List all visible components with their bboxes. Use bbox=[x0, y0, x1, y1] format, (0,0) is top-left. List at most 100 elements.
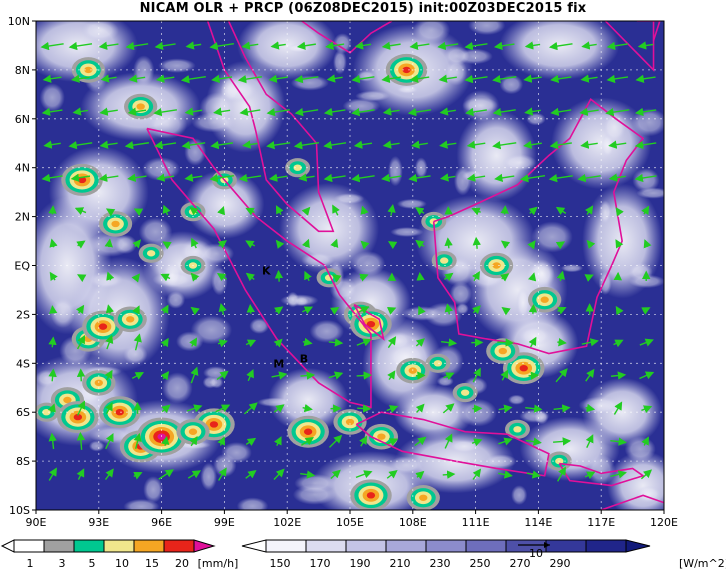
wind-vector bbox=[210, 140, 234, 150]
wind-vector bbox=[105, 433, 114, 450]
olr-cb-segment bbox=[385, 539, 427, 553]
lat-label: 6N bbox=[15, 113, 30, 126]
precip-cb-tick: 15 bbox=[145, 557, 159, 570]
cloud-patch bbox=[602, 111, 627, 143]
wind-vector bbox=[584, 274, 594, 282]
wind-vector bbox=[293, 141, 320, 150]
wind-vector bbox=[190, 272, 200, 282]
precip-cell bbox=[73, 413, 83, 421]
wind-vector bbox=[184, 107, 203, 116]
wind-vector bbox=[191, 237, 199, 249]
wind-vector bbox=[639, 338, 654, 347]
cloud-patch bbox=[390, 227, 424, 237]
wind-vector bbox=[386, 405, 399, 413]
lon-label: 105E bbox=[336, 516, 364, 529]
wind-vector bbox=[300, 470, 316, 479]
wind-vector bbox=[639, 371, 655, 380]
wind-vector bbox=[104, 238, 113, 248]
wind-vector bbox=[443, 372, 455, 381]
wind-vector bbox=[548, 41, 573, 51]
cloud-patch bbox=[162, 261, 182, 288]
olr-cb-segment bbox=[265, 539, 307, 553]
lon-label: 120E bbox=[650, 516, 678, 529]
wind-vector bbox=[606, 74, 629, 84]
wind-vector bbox=[525, 404, 543, 413]
wind-vector bbox=[418, 305, 426, 316]
precip-cell bbox=[540, 296, 549, 303]
wind-vector bbox=[610, 437, 627, 446]
wind-vector bbox=[245, 207, 255, 216]
wind-vector bbox=[580, 140, 598, 149]
wind-vector bbox=[555, 206, 567, 215]
wind-vector bbox=[641, 405, 653, 414]
precip-cb-highend bbox=[193, 539, 216, 553]
wind-vector bbox=[127, 173, 147, 182]
wind-vector bbox=[98, 173, 119, 182]
wind-vector bbox=[407, 107, 432, 117]
wind-vector bbox=[106, 271, 115, 281]
cloud-patch bbox=[123, 498, 160, 510]
wind-vector bbox=[381, 74, 402, 83]
wind-vector bbox=[132, 239, 142, 249]
precip-cb-tick: 10 bbox=[115, 557, 129, 570]
wind-vector bbox=[76, 240, 86, 249]
precip-cell bbox=[498, 347, 507, 355]
wind-vector bbox=[641, 205, 650, 216]
wind-vector bbox=[585, 403, 596, 413]
cloud-patch bbox=[560, 264, 584, 273]
cloud-patch bbox=[237, 21, 338, 80]
wind-vector bbox=[302, 337, 313, 347]
wind-vector bbox=[70, 173, 91, 182]
wind-vector bbox=[246, 368, 254, 382]
wind-vector bbox=[550, 74, 572, 84]
wind-vector bbox=[104, 468, 114, 480]
lon-label: 114E bbox=[524, 516, 552, 529]
cloud-patch bbox=[184, 169, 265, 239]
precip-cells bbox=[36, 53, 572, 510]
wind-vector bbox=[241, 41, 259, 50]
wind-vector bbox=[330, 307, 340, 316]
wind-vector bbox=[217, 240, 228, 249]
cloud-patch bbox=[294, 296, 309, 306]
wind-vector bbox=[471, 207, 481, 216]
wind-vector bbox=[245, 272, 255, 282]
cloud-patch bbox=[88, 271, 124, 289]
precip-cell bbox=[366, 492, 376, 499]
wind-vector bbox=[323, 107, 346, 117]
wind-vector bbox=[133, 333, 142, 351]
precip-cell bbox=[293, 164, 302, 171]
wind-vector bbox=[296, 41, 316, 50]
wind-vector bbox=[577, 173, 601, 183]
cloud-patch bbox=[412, 21, 451, 44]
cloud-patch bbox=[350, 251, 386, 277]
wind-vector bbox=[49, 238, 58, 248]
wind-vector bbox=[323, 173, 346, 183]
wind-vector bbox=[48, 305, 58, 314]
precip-cell bbox=[84, 66, 93, 74]
wind-vector bbox=[268, 74, 288, 83]
wind-vector bbox=[524, 107, 541, 116]
wind-vector bbox=[213, 107, 231, 116]
wind-vector bbox=[76, 304, 85, 315]
wind-vector bbox=[437, 41, 459, 51]
wind-vector bbox=[613, 401, 623, 415]
olr-cb-tick: 190 bbox=[350, 557, 371, 570]
wind-vector bbox=[131, 372, 145, 380]
cloud-patch bbox=[36, 369, 58, 387]
precip-cell bbox=[209, 421, 219, 428]
wind-vector bbox=[162, 241, 172, 250]
lat-label: 2N bbox=[15, 211, 30, 224]
cloud-patch bbox=[518, 326, 552, 346]
wind-vector bbox=[387, 241, 398, 250]
wind-vector bbox=[47, 403, 56, 413]
wind-vector bbox=[553, 437, 572, 446]
wind-vector bbox=[444, 303, 453, 315]
wind-vector bbox=[415, 239, 425, 249]
wind-vector bbox=[351, 173, 375, 183]
wind-vector bbox=[439, 107, 456, 116]
wind-vector bbox=[273, 338, 283, 348]
wind-vector bbox=[444, 237, 453, 249]
wind-vector bbox=[49, 271, 58, 282]
wind-vector bbox=[270, 41, 286, 50]
cloud-patch bbox=[468, 21, 506, 36]
